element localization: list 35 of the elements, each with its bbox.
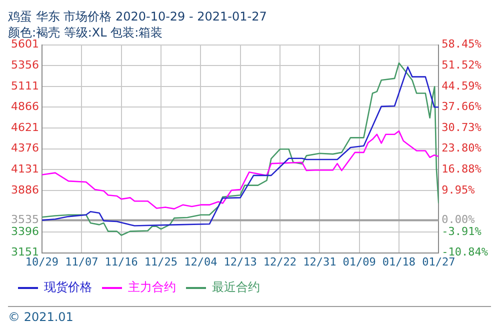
y-tick-label: 5601: [10, 38, 39, 51]
y2-tick-label: 9.95%: [442, 183, 476, 196]
y2-tick-label: 44.59%: [442, 79, 482, 92]
y2-tick-label: 23.80%: [442, 142, 482, 155]
x-tick-label: 12/04: [184, 255, 218, 268]
y2-tick-label: -3.91%: [442, 224, 482, 238]
y-tick-label: 5356: [10, 58, 39, 72]
x-tick-label: 11/25: [144, 255, 178, 268]
y2-tick-label: 37.66%: [442, 100, 482, 114]
text: © 2021.01: [8, 310, 74, 324]
legend-label: 最近合约: [212, 280, 260, 294]
x-tick-label: 12/31: [303, 255, 336, 268]
y2-tick-label: 58.45%: [442, 38, 482, 51]
y2-tick-label: 0.00%: [442, 213, 476, 226]
y-tick-label: 3396: [10, 224, 39, 238]
chart-subtitle: 颜色:褐壳 等级:XL 包装:箱装: [8, 26, 163, 40]
y-tick-label: 3535: [10, 213, 39, 226]
y-tick-label: 4131: [10, 162, 39, 176]
x-tick-label: 11/16: [104, 255, 138, 268]
legend-label: 主力合约: [128, 280, 176, 294]
x-tick-label: 01/09: [342, 255, 376, 268]
legend-label: 现货价格: [44, 280, 92, 294]
y-tick-label: 4866: [10, 100, 39, 114]
chart-title: 鸡蛋 华东 市场价格 2020-10-29 - 2021-01-27: [7, 9, 267, 24]
y-tick-label: 4621: [10, 120, 39, 134]
y2-tick-label: 16.88%: [442, 162, 482, 176]
x-tick-label: 01/18: [382, 255, 416, 268]
x-tick-label: 12/22: [263, 255, 297, 268]
x-tick-label: 12/13: [224, 255, 257, 268]
y-tick-label: 3886: [10, 183, 39, 196]
y-tick-label: 4376: [10, 142, 39, 155]
y-tick-label: 5111: [10, 79, 39, 92]
y2-tick-label: 51.52%: [442, 58, 482, 72]
x-tick-label: 11/07: [65, 255, 98, 268]
y2-tick-label: 30.73%: [442, 120, 482, 134]
